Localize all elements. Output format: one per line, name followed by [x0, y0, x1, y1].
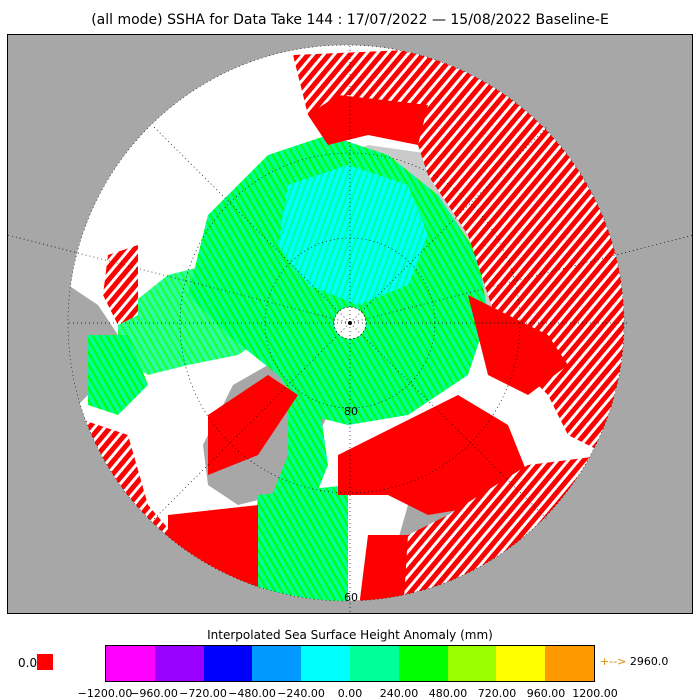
polar-map: 80 60 [7, 34, 693, 614]
colorbar-cell-1 [154, 646, 204, 681]
nodata-swatch [37, 654, 53, 670]
colorbar-tick-6: 240.00 [379, 687, 419, 700]
colorbar-tick-3: −480.00 [228, 687, 276, 700]
colorbar-tick-0: −1200.00 [77, 687, 133, 700]
colorbar-tick-10: 1200.00 [572, 687, 618, 700]
nodata-label: 0.0 [18, 656, 38, 670]
colorbar-tick-8: 720.00 [477, 687, 517, 700]
graticule [8, 45, 692, 613]
arctic-projection: 80 60 [8, 35, 692, 613]
map-title: (all mode) SSHA for Data Take 144 : 17/0… [91, 12, 609, 28]
colorbar-cell-6 [398, 646, 448, 681]
overflow-arrow-icon: +--> [600, 655, 627, 668]
colorbar-cell-9 [545, 646, 594, 681]
colorbar-tick-2: −720.00 [179, 687, 227, 700]
colorbar-tick-5: 0.00 [337, 687, 363, 700]
colorbar-cell-7 [447, 646, 497, 681]
colorbar-title: Interpolated Sea Surface Height Anomaly … [207, 628, 493, 642]
colorbar-tick-1: −960.00 [130, 687, 178, 700]
colorbar-tick-9: 960.00 [526, 687, 566, 700]
lat-label-60: 60 [344, 591, 358, 604]
overflow-value: 2960.0 [629, 655, 669, 668]
colorbar [105, 645, 595, 682]
colorbar-tick-4: −240.00 [277, 687, 325, 700]
lat-label-80: 80 [344, 405, 358, 418]
colorbar-tick-7: 480.00 [428, 687, 468, 700]
colorbar-cell-5 [349, 646, 399, 681]
overflow-label: +--> 2960.0 [600, 655, 668, 668]
ssha-data [68, 50, 624, 601]
colorbar-cell-0 [106, 646, 155, 681]
colorbar-cell-8 [496, 646, 546, 681]
colorbar-cell-3 [252, 646, 302, 681]
colorbar-cell-4 [301, 646, 350, 681]
colorbar-cell-2 [203, 646, 253, 681]
